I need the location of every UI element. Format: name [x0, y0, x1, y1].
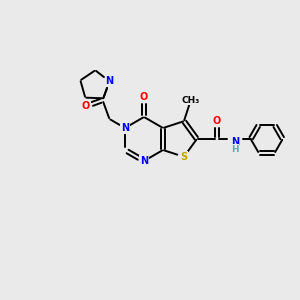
Text: O: O	[82, 101, 90, 111]
Text: N: N	[105, 76, 113, 86]
Text: O: O	[140, 92, 148, 102]
Text: S: S	[180, 152, 188, 162]
Text: N: N	[231, 137, 239, 147]
Text: N: N	[140, 156, 148, 166]
Text: CH₃: CH₃	[182, 96, 200, 105]
Text: H: H	[231, 145, 239, 154]
Text: O: O	[213, 116, 221, 126]
Text: N: N	[121, 123, 129, 133]
